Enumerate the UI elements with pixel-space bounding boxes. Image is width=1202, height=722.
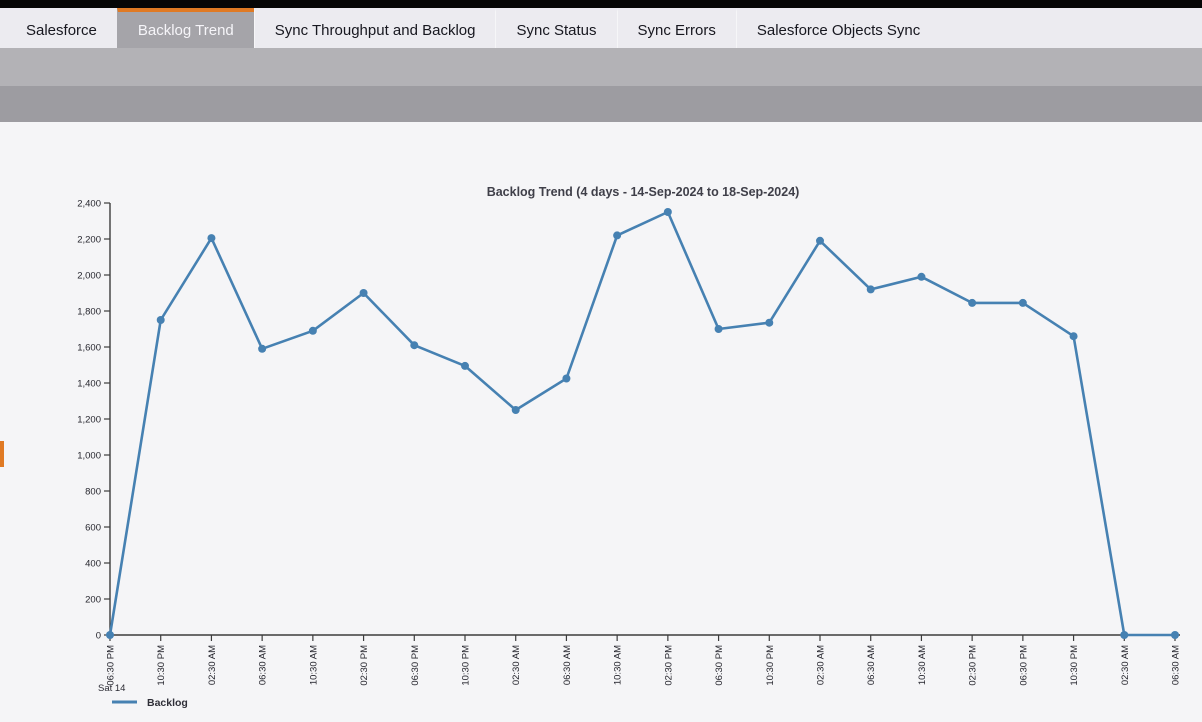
data-point-marker[interactable] xyxy=(765,318,774,327)
tab-sync-status[interactable]: Sync Status xyxy=(495,8,616,48)
data-point-marker[interactable] xyxy=(917,272,926,281)
x-tick-label: 02:30 PM xyxy=(663,645,674,686)
toolbar-strip-upper xyxy=(0,48,1202,86)
x-tick-label: 02:30 AM xyxy=(1120,645,1131,685)
x-tick-label: 06:30 PM xyxy=(1018,645,1029,686)
data-point-marker[interactable] xyxy=(1171,631,1179,639)
legend: Backlog xyxy=(112,697,188,709)
x-tick-label: 06:30 PM xyxy=(714,645,725,686)
chart-axes xyxy=(109,203,1180,636)
data-point-marker[interactable] xyxy=(1018,298,1027,307)
x-tick-label: 02:30 AM xyxy=(207,645,218,685)
x-tick-label: 10:30 PM xyxy=(156,645,167,686)
backlog-series-line xyxy=(108,210,1175,637)
data-point-marker[interactable] xyxy=(1120,631,1129,639)
y-tick-label: 2,400 xyxy=(77,199,101,210)
x-tick-label: 06:30 PM xyxy=(410,645,421,686)
data-point-marker[interactable] xyxy=(562,374,571,383)
data-point-marker[interactable] xyxy=(308,326,317,335)
backlog-trend-chart: Backlog Trend (4 days - 14-Sep-2024 to 1… xyxy=(77,185,1182,709)
window-top-bar xyxy=(0,0,1202,8)
data-point-marker[interactable] xyxy=(207,234,216,243)
x-tick-label: 02:30 AM xyxy=(511,645,522,685)
data-point-marker[interactable] xyxy=(410,341,419,350)
x-tick-label: 10:30 PM xyxy=(765,645,776,686)
data-point-marker[interactable] xyxy=(156,316,165,324)
tab-backlog-trend[interactable]: Backlog Trend xyxy=(116,8,254,48)
data-point-marker[interactable] xyxy=(613,231,622,240)
data-point-marker[interactable] xyxy=(461,361,469,370)
y-tick-label: 2,000 xyxy=(77,271,101,282)
y-tick-label: 2,200 xyxy=(77,235,101,246)
data-point-marker[interactable] xyxy=(866,285,875,294)
data-point-marker[interactable] xyxy=(663,208,672,216)
data-point-marker[interactable] xyxy=(714,325,723,333)
x-tick-label: 06:30 AM xyxy=(1171,645,1182,685)
y-tick-label: 1,400 xyxy=(77,379,101,390)
x-tick-label: 10:30 PM xyxy=(461,645,472,686)
chart-title: Backlog Trend (4 days - 14-Sep-2024 to 1… xyxy=(487,185,800,199)
toolbar-strip-lower xyxy=(0,86,1202,122)
data-point-marker[interactable] xyxy=(258,344,267,353)
tab-salesforce-objects-sync[interactable]: Salesforce Objects Sync xyxy=(735,8,940,48)
y-tick-label: 400 xyxy=(85,559,101,570)
y-tick-label: 1,000 xyxy=(77,451,101,462)
y-tick-label: 0 xyxy=(96,631,101,642)
x-tick-label: 10:30 PM xyxy=(1069,645,1080,686)
x-tick-label: 06:30 AM xyxy=(562,645,573,685)
x-tick-label: 02:30 PM xyxy=(968,645,979,686)
data-point-marker[interactable] xyxy=(1069,332,1078,341)
data-point-marker[interactable] xyxy=(816,236,824,245)
data-point-marker[interactable] xyxy=(359,289,368,297)
y-tick-label: 1,200 xyxy=(77,415,101,426)
x-tick-label: 06:30 AM xyxy=(866,645,877,685)
x-axis-day-label: Sat 14 xyxy=(98,683,125,694)
y-tick-label: 200 xyxy=(85,595,101,606)
x-tick-label: 06:30 AM xyxy=(258,645,269,685)
x-tick-label: 06:30 PM xyxy=(106,645,117,686)
x-tick-label: 02:30 PM xyxy=(359,645,370,686)
x-tick-label: 02:30 AM xyxy=(816,645,827,685)
data-point-marker[interactable] xyxy=(511,406,520,414)
y-tick-label: 1,600 xyxy=(77,343,101,354)
tab-salesforce[interactable]: Salesforce xyxy=(26,21,97,39)
x-tick-label: 10:30 AM xyxy=(613,645,624,685)
x-tick-label: 10:30 AM xyxy=(308,645,319,685)
y-tick-label: 800 xyxy=(85,487,101,498)
x-tick-label: 10:30 AM xyxy=(917,645,928,685)
legend-item-backlog[interactable]: Backlog xyxy=(147,697,188,709)
data-point-marker[interactable] xyxy=(968,298,977,307)
y-tick-label: 600 xyxy=(85,523,101,534)
data-point-marker[interactable] xyxy=(106,631,114,639)
scroll-position-marker xyxy=(0,441,4,467)
tab-sync-throughput-and-backlog[interactable]: Sync Throughput and Backlog xyxy=(253,8,496,48)
tab-sync-errors[interactable]: Sync Errors xyxy=(616,8,736,48)
tab-bar: Salesforce Backlog Trend Sync Throughput… xyxy=(0,8,1202,48)
y-tick-label: 1,800 xyxy=(77,307,101,318)
